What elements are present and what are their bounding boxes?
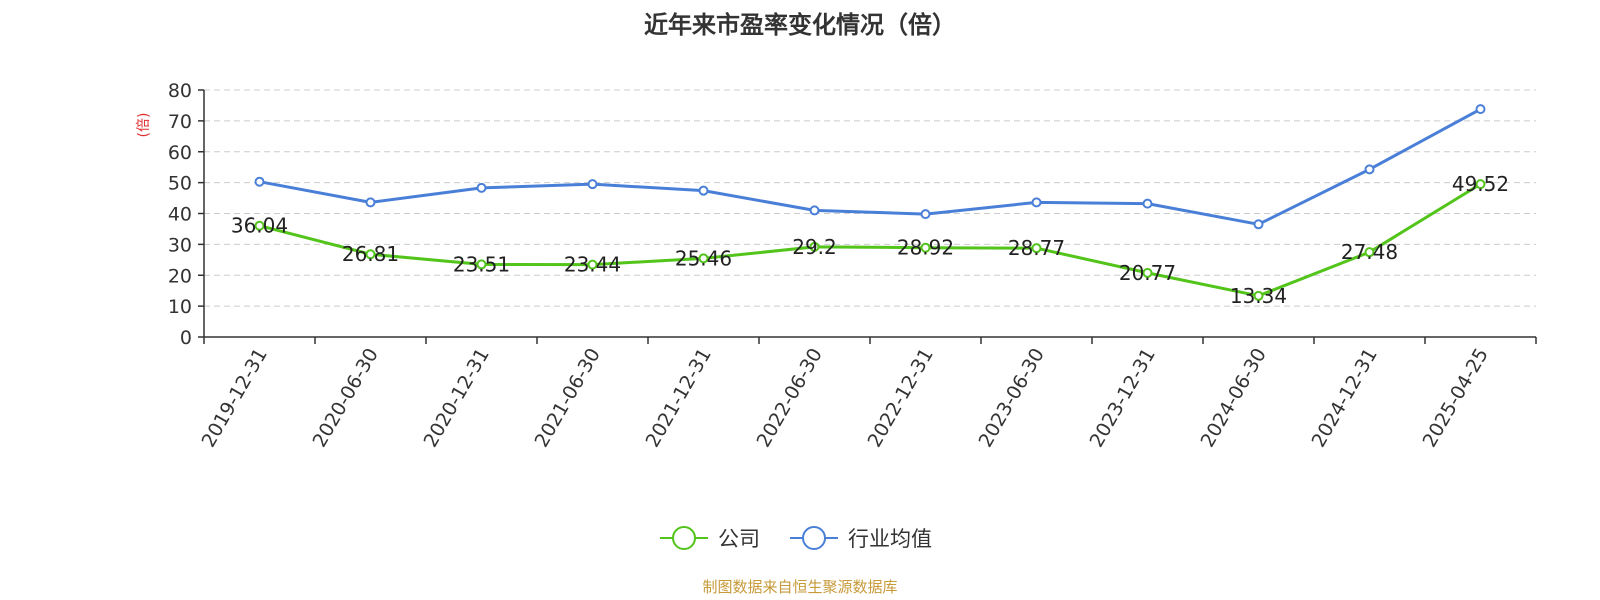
data-point[interactable] — [1142, 198, 1153, 209]
y-tick-label: 30 — [168, 234, 192, 256]
x-tick-label: 2021-12-31 — [642, 345, 716, 452]
legend-label: 公司 — [718, 527, 760, 551]
y-tick-label: 40 — [168, 204, 192, 226]
x-tick-label: 2020-06-30 — [309, 345, 383, 452]
data-point[interactable] — [1031, 243, 1042, 254]
data-point[interactable] — [1142, 267, 1153, 278]
legend[interactable]: 公司 行业均值 — [660, 526, 932, 551]
y-tick-label: 70 — [168, 111, 192, 133]
data-label: 27.48 — [1341, 240, 1398, 264]
data-point[interactable] — [698, 253, 709, 264]
legend-marker — [802, 526, 826, 550]
data-label: 29.2 — [792, 235, 837, 259]
data-label: 20.77 — [1119, 261, 1176, 285]
data-label: 23.51 — [453, 252, 510, 276]
legend-marker — [672, 526, 696, 550]
data-label: 23.44 — [564, 253, 621, 277]
data-point[interactable] — [254, 220, 265, 231]
data-point[interactable] — [1475, 104, 1486, 115]
data-point[interactable] — [920, 242, 931, 253]
data-point[interactable] — [1031, 197, 1042, 208]
y-axis-unit-label: (倍) — [136, 113, 152, 138]
data-label: 26.81 — [342, 242, 399, 266]
x-tick-label: 2021-06-30 — [531, 345, 605, 452]
chart-title: 近年来市盈率变化情况（倍） — [644, 11, 956, 39]
y-tick-label: 80 — [168, 80, 192, 102]
x-tick-label: 2019-12-31 — [198, 345, 272, 452]
legend-item-0[interactable]: 公司 — [660, 526, 760, 551]
x-tick-label: 2025-04-25 — [1419, 345, 1493, 452]
data-point[interactable] — [1475, 179, 1486, 190]
series-line-1 — [259, 107, 1482, 226]
series-line-0 — [259, 182, 1482, 298]
data-point[interactable] — [1364, 247, 1375, 258]
y-tick-label: 10 — [168, 296, 192, 318]
data-point[interactable] — [1364, 164, 1375, 175]
grid-lines — [204, 89, 1536, 307]
data-label: 36.04 — [231, 214, 288, 238]
y-tick-label: 50 — [168, 173, 192, 195]
x-tick-label: 2023-06-30 — [975, 345, 1049, 452]
data-point[interactable] — [1253, 290, 1264, 301]
data-label: 13.34 — [1230, 284, 1287, 308]
y-tick-label: 60 — [168, 142, 192, 164]
data-point[interactable] — [476, 259, 487, 270]
x-tick-label: 2022-06-30 — [753, 345, 827, 452]
x-tick-label: 2024-06-30 — [1197, 345, 1271, 452]
data-label: 49.52 — [1452, 172, 1509, 196]
data-point[interactable] — [476, 182, 487, 193]
data-labels: 36.04 26.81 23.51 23.44 25.46 29.2 28.92 28.77 2… — [231, 172, 1509, 308]
data-point[interactable] — [254, 176, 265, 187]
data-point[interactable] — [698, 185, 709, 196]
data-point[interactable] — [587, 179, 598, 190]
data-point[interactable] — [920, 209, 931, 220]
y-tick-label: 20 — [168, 265, 192, 287]
data-point[interactable] — [809, 241, 820, 252]
y-tick-label: 0 — [180, 327, 192, 349]
data-label: 28.77 — [1008, 236, 1065, 260]
x-tick-label: 2020-12-31 — [420, 345, 494, 452]
series-lines — [254, 104, 1486, 301]
data-point[interactable] — [365, 197, 376, 208]
data-point[interactable] — [809, 205, 820, 216]
x-tick-label: 2024-12-31 — [1308, 345, 1382, 452]
legend-label: 行业均值 — [848, 527, 932, 551]
data-point[interactable] — [365, 249, 376, 260]
data-label: 28.92 — [897, 236, 954, 260]
data-point[interactable] — [587, 259, 598, 270]
data-label: 25.46 — [675, 246, 732, 270]
x-tick-label: 2023-12-31 — [1086, 345, 1160, 452]
legend-item-1[interactable]: 行业均值 — [790, 526, 932, 551]
data-source-note: 制图数据来自恒生聚源数据库 — [702, 578, 897, 596]
data-point[interactable] — [1253, 219, 1264, 230]
x-tick-label: 2022-12-31 — [864, 345, 938, 452]
